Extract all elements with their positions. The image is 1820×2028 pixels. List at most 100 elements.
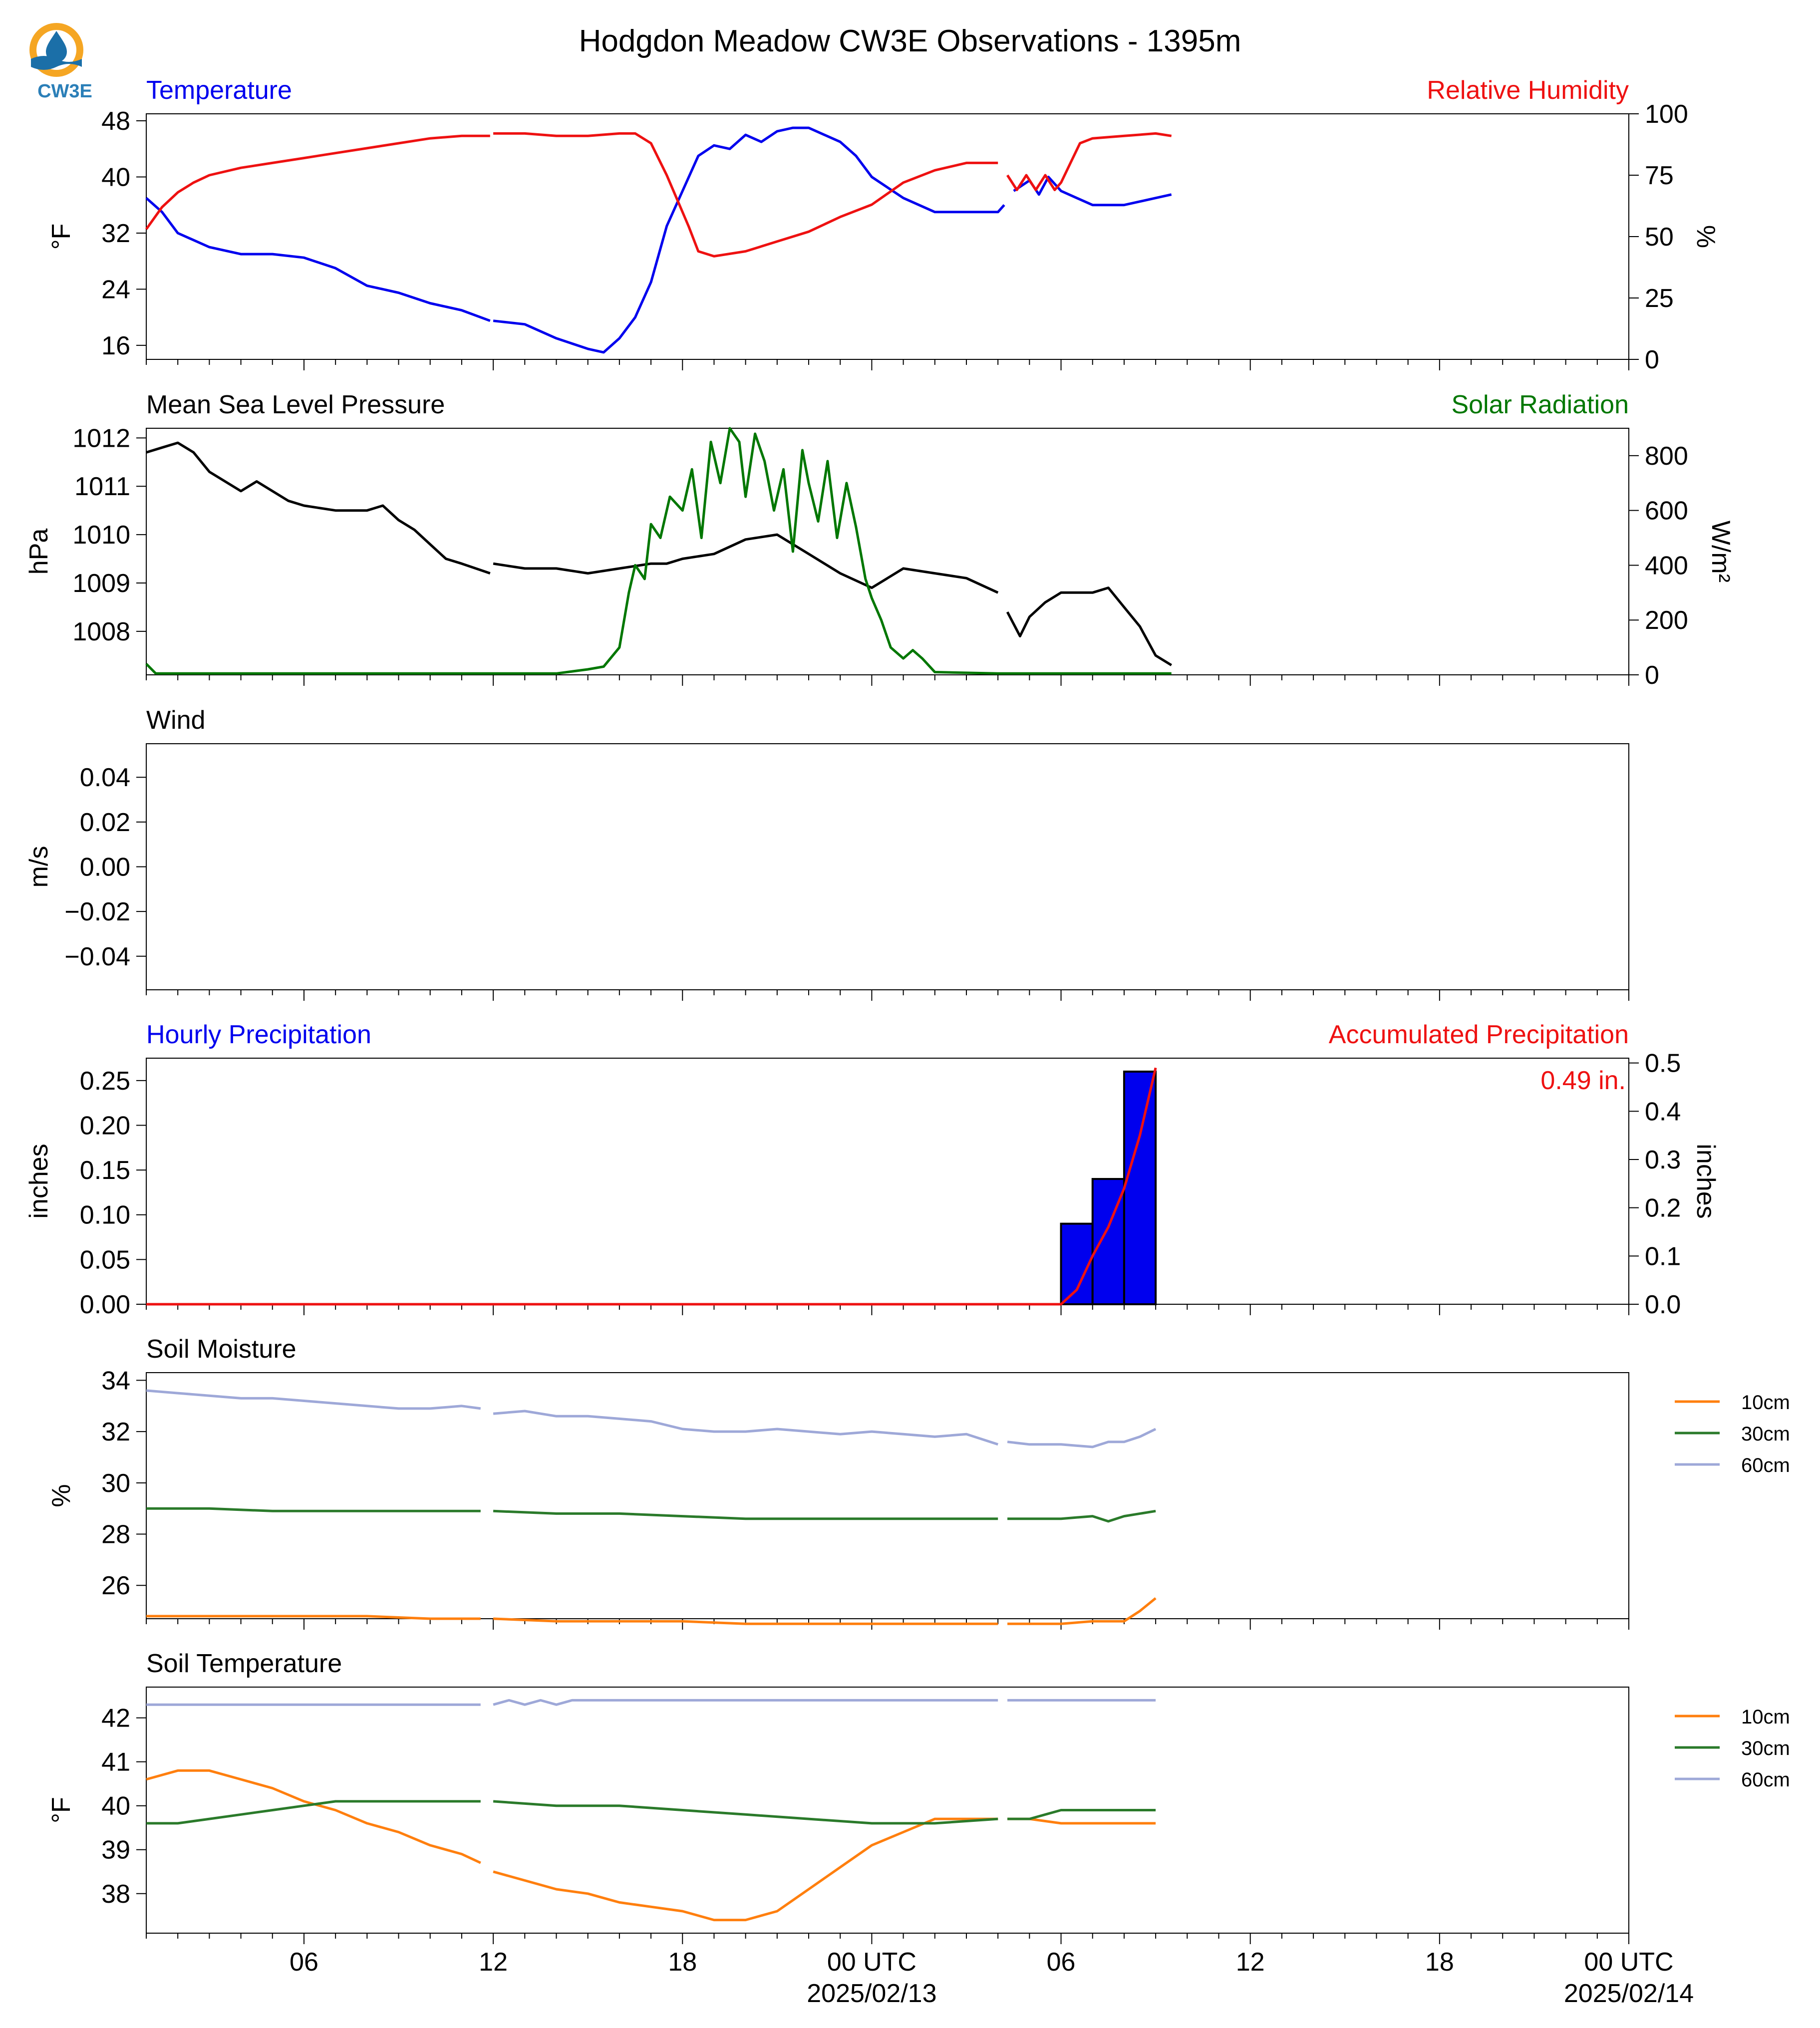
x-tick-label: 06 <box>290 1948 318 1977</box>
y-axis-label: °F <box>47 1797 76 1823</box>
plot-frame <box>146 1687 1629 1934</box>
panel-6: Soil Temperature 38 39 40 41 42 °F 10cm 30cm 60cm… <box>47 1649 1790 2008</box>
y-tick-label: 0.20 <box>80 1111 130 1140</box>
plot-frame <box>146 428 1629 675</box>
y-tick-label: 0.15 <box>80 1156 130 1185</box>
y-axis-label: inches <box>24 1144 53 1218</box>
legend-label: 10cm <box>1741 1392 1790 1414</box>
y-tick-label: 0.05 <box>80 1245 130 1274</box>
y-tick-label: 40 <box>101 1792 130 1821</box>
series-line-30cm <box>146 1507 1156 1523</box>
panel-title-left: Mean Sea Level Pressure <box>146 390 445 419</box>
series-line-60cm <box>146 1699 1156 1706</box>
y-axis-label: m/s <box>24 846 53 888</box>
y2-tick-label: 0.0 <box>1645 1290 1681 1319</box>
y-tick-label: 1011 <box>74 472 130 501</box>
y-tick-label: 32 <box>101 219 130 248</box>
y-axis-label: °F <box>47 224 76 250</box>
y2-tick-label: 75 <box>1645 161 1674 190</box>
plot-frame <box>146 743 1629 990</box>
y2-tick-label: 0.1 <box>1645 1242 1681 1271</box>
y-axis-label: hPa <box>24 529 53 575</box>
y-tick-label: 26 <box>101 1571 130 1600</box>
y-tick-label: 38 <box>101 1880 130 1909</box>
y-tick-label: 1012 <box>72 424 130 453</box>
y2-axis-label: W/m² <box>1706 521 1735 582</box>
x-tick-label: 00 UTC <box>827 1948 916 1977</box>
x-tick-label: 12 <box>1236 1948 1265 1977</box>
x-tick-label: 06 <box>1047 1948 1076 1977</box>
y-tick-label: 48 <box>101 107 130 136</box>
x-tick-label: 18 <box>668 1948 697 1977</box>
legend-label: 60cm <box>1741 1454 1790 1476</box>
y-tick-label: 0.02 <box>80 808 130 837</box>
y-tick-label: 0.10 <box>80 1201 130 1230</box>
y2-tick-label: 0 <box>1645 661 1659 690</box>
x-date-label: 2025/02/14 <box>1564 1979 1694 2008</box>
y2-tick-label: 25 <box>1645 284 1674 313</box>
panel-title-left: Soil Temperature <box>146 1649 342 1678</box>
series-line-right-1 <box>145 132 1172 258</box>
legend: 10cm 30cm 60cm <box>1675 1706 1790 1791</box>
y-tick-label: 1008 <box>72 617 130 646</box>
y-tick-label: 0.00 <box>80 1290 130 1319</box>
x-tick-label: 18 <box>1425 1948 1454 1977</box>
y2-tick-label: 0.5 <box>1645 1049 1681 1078</box>
water-drop-logo-icon <box>29 23 83 77</box>
y2-tick-label: 100 <box>1645 100 1688 129</box>
panel-4: Hourly Precipitation Accumulated Precipit… <box>24 1020 1720 1319</box>
y-tick-label: 32 <box>101 1418 130 1447</box>
panel-title-right: Relative Humidity <box>1427 76 1629 105</box>
x-date-label: 2025/02/13 <box>807 1979 936 2008</box>
y2-tick-label: 600 <box>1645 497 1688 526</box>
y-tick-label: 28 <box>101 1520 130 1549</box>
y2-axis-label: % <box>1691 225 1720 248</box>
y-tick-label: 34 <box>101 1366 130 1395</box>
legend: 10cm 30cm 60cm <box>1675 1392 1790 1476</box>
plot-frame <box>146 1058 1629 1305</box>
y-tick-label: 1010 <box>72 521 130 550</box>
y2-tick-label: 50 <box>1645 223 1674 252</box>
legend-label: 60cm <box>1741 1769 1790 1791</box>
panel-title-right: Accumulated Precipitation <box>1329 1020 1629 1049</box>
y2-tick-label: 0.4 <box>1645 1097 1681 1126</box>
y-tick-label: 42 <box>101 1704 130 1733</box>
series-line-30cm <box>146 1800 1156 1825</box>
series-line-10cm <box>146 1597 1157 1625</box>
y-axis-label: % <box>47 1484 76 1507</box>
y-tick-label: 41 <box>101 1748 130 1777</box>
panel-2: Mean Sea Level Pressure Solar Radiation 10… <box>24 390 1735 690</box>
y-tick-label: 40 <box>101 163 130 192</box>
series-line-60cm <box>146 1389 1157 1449</box>
y-tick-label: 0.25 <box>80 1067 130 1096</box>
panel-5: Soil Moisture 26 28 30 32 34% 10cm 30cm 60cm <box>47 1335 1790 1630</box>
panel-title-left: Wind <box>146 706 205 735</box>
y2-tick-label: 0.3 <box>1645 1146 1681 1174</box>
series-line-10cm <box>146 1769 1156 1922</box>
panel-3: Wind −0.04 −0.02 0.00 0.02 0.04 m/s <box>24 706 1629 1001</box>
logo-wave <box>31 56 82 70</box>
series-line-right-1 <box>145 427 1172 675</box>
plot-frame <box>146 1372 1629 1619</box>
legend-label: 30cm <box>1741 1738 1790 1759</box>
x-tick-label: 12 <box>479 1948 508 1977</box>
logo-text: CW3E <box>37 81 92 102</box>
y2-tick-label: 0 <box>1645 345 1659 374</box>
panel-title-left: Soil Moisture <box>146 1335 297 1364</box>
x-tick-label: 00 UTC <box>1584 1948 1673 1977</box>
panel-title-right: Solar Radiation <box>1451 390 1629 419</box>
logo-drop <box>46 31 67 62</box>
y-tick-label: 24 <box>101 275 130 304</box>
plot-frame <box>146 113 1629 360</box>
precip-bar <box>1123 1070 1157 1305</box>
series-line-right-0 <box>146 1067 1157 1306</box>
accumulated-total-label: 0.49 in. <box>1540 1066 1626 1095</box>
y-tick-label: 30 <box>101 1469 130 1498</box>
y-tick-label: 0.04 <box>80 763 130 792</box>
y-tick-label: 16 <box>101 331 130 360</box>
y2-axis-label: inches <box>1691 1144 1720 1218</box>
panel-title-left: Hourly Precipitation <box>146 1020 371 1049</box>
y2-tick-label: 400 <box>1645 551 1688 580</box>
y-tick-label: 0.00 <box>80 853 130 882</box>
